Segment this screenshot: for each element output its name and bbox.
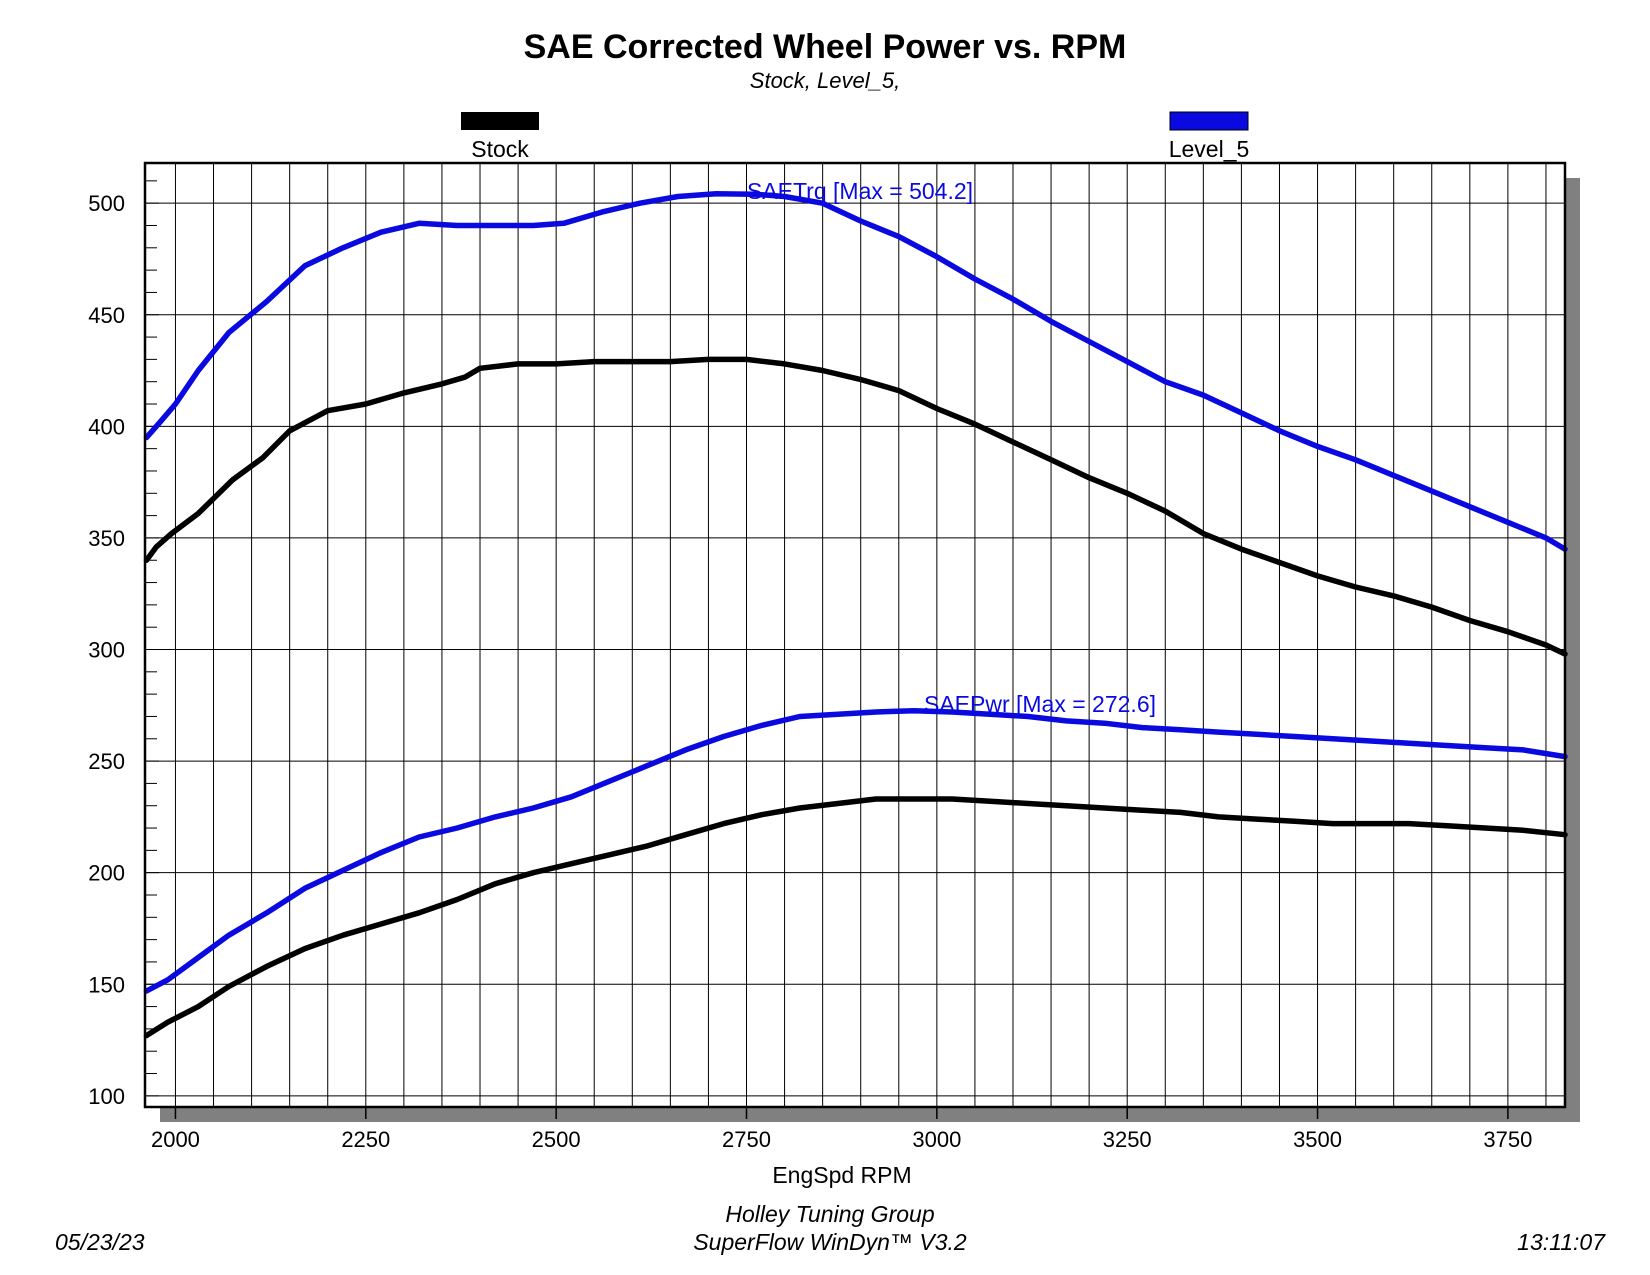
footer-company: Holley Tuning Group	[725, 1201, 934, 1227]
y-tick-label: 100	[88, 1084, 125, 1109]
y-tick-label: 200	[88, 861, 125, 886]
y-tick-label: 450	[88, 303, 125, 328]
y-tick-label: 250	[88, 749, 125, 774]
x-axis-label: EngSpd RPM	[772, 1162, 911, 1188]
chart-subtitle: Stock, Level_5,	[750, 68, 900, 93]
power-annotation: SAEPwr [Max = 272.6]	[924, 691, 1156, 717]
y-tick-label: 350	[88, 526, 125, 551]
x-tick-label: 2500	[532, 1127, 581, 1152]
legend-label-stock: Stock	[471, 136, 529, 162]
legend-swatch-level5	[1169, 111, 1249, 131]
chart-title: SAE Corrected Wheel Power vs. RPM	[524, 28, 1127, 66]
x-tick-label: 3750	[1483, 1127, 1532, 1152]
plot-border	[143, 161, 1567, 1109]
series-lines	[143, 191, 1568, 1039]
grid	[145, 163, 1565, 1107]
y-tick-label: 500	[88, 191, 125, 216]
x-tick-label: 3500	[1293, 1127, 1342, 1152]
series-line-stock-saepwr	[143, 796, 1568, 1039]
y-tick-label: 300	[88, 638, 125, 663]
torque-annotation: SAETrq [Max = 504.2]	[747, 178, 973, 204]
footer-software: SuperFlow WinDyn™ V3.2	[693, 1229, 967, 1255]
y-tick-label: 150	[88, 972, 125, 997]
footer-date: 05/23/23	[55, 1229, 145, 1255]
series-line-level-5-saetrq	[143, 191, 1568, 552]
series-line-stock-saetrq	[143, 356, 1568, 657]
plot-area	[145, 163, 1565, 1107]
x-tick-label: 2750	[722, 1127, 771, 1152]
y-tick-label: 400	[88, 414, 125, 439]
legend-label-level5: Level_5	[1169, 136, 1250, 162]
y-axis: 100 150 200 250 300 350 400 450 500	[88, 180, 159, 1109]
legend-swatch-stock	[461, 112, 539, 130]
x-tick-label: 2000	[151, 1127, 200, 1152]
footer-time: 13:11:07	[1517, 1229, 1606, 1255]
legend: Stock Level_5	[461, 111, 1250, 162]
x-tick-label: 2250	[341, 1127, 390, 1152]
series-line-level-5-saepwr	[143, 707, 1568, 994]
x-axis: 2000 2250 2500 2750 3000 3250 3500 3750	[151, 1107, 1532, 1152]
x-tick-label: 3000	[912, 1127, 961, 1152]
x-tick-label: 3250	[1103, 1127, 1152, 1152]
